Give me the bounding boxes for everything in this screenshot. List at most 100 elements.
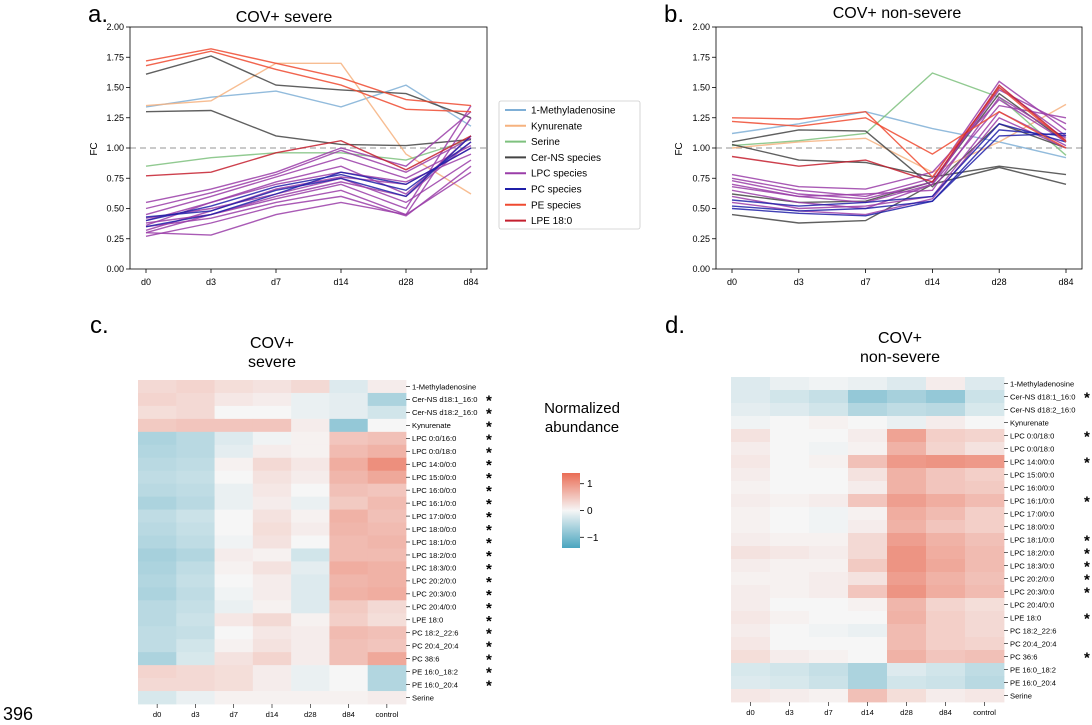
d-significance-star: * — [1084, 572, 1090, 589]
b-xtick-label: d3 — [794, 277, 804, 287]
a-series-line — [145, 117, 472, 236]
colorbar: Normalized abundance 1 0 −1 — [544, 400, 620, 548]
b-series-line — [731, 98, 1067, 190]
d-heatmap-cell — [887, 416, 927, 430]
c-heatmap-cell — [214, 522, 254, 536]
d-heatmap-cell — [770, 481, 810, 495]
d-heatmap-cell — [887, 650, 927, 664]
c-heatmap-cell — [291, 522, 330, 536]
c-significance-star: * — [486, 639, 492, 656]
d-heatmap-cell — [848, 442, 888, 456]
d-col-label: d3 — [785, 708, 793, 717]
c-row-label: Kynurenate — [412, 421, 451, 430]
c-heatmap-cell — [176, 496, 215, 510]
b-series-line — [731, 84, 1067, 183]
c-significance-star: * — [486, 548, 492, 565]
panel-a-line-chart: a. COV+ severe FC 0.00 0.25 0.50 0.75 1.00 1.… — [88, 1, 488, 287]
c-heatmap-cell — [291, 691, 330, 705]
d-heatmap-cell — [887, 572, 927, 586]
d-heatmap-cell — [731, 624, 771, 638]
d-heatmap-cell — [809, 598, 849, 612]
d-heatmap-cell — [731, 377, 771, 391]
c-row-label: LPC 20:2/0:0 — [412, 577, 456, 586]
c-heatmap-cell — [214, 639, 254, 653]
a-ytick-label: 0.75 — [106, 173, 124, 183]
c-heatmap-cell — [329, 600, 369, 614]
c-heatmap-cell — [329, 613, 369, 627]
colorbar-tick-label: 0 — [587, 506, 593, 517]
d-heatmap-cell — [731, 689, 771, 703]
d-heatmap-cell — [965, 442, 1005, 456]
c-heatmap-cell — [329, 574, 369, 588]
c-heatmap-cell — [329, 678, 369, 692]
d-heatmap-cell — [770, 624, 810, 638]
c-row-label: LPC 18:3/0:0 — [412, 564, 456, 573]
c-heatmap-cell — [214, 405, 254, 420]
c-heatmap-cell — [291, 470, 330, 485]
c-heatmap-cell — [329, 444, 369, 459]
c-heatmap-cell — [291, 548, 330, 562]
d-heatmap-cell — [926, 533, 966, 547]
c-heatmap-cell — [176, 431, 215, 446]
d-heatmap-cell — [965, 559, 1005, 573]
d-heatmap-cell — [926, 468, 966, 482]
d-heatmap-cell — [965, 650, 1005, 664]
d-heatmap-cell — [926, 494, 966, 508]
d-significance-star: * — [1084, 533, 1090, 550]
c-heatmap-cell — [176, 548, 215, 562]
d-heatmap-cell — [848, 611, 888, 625]
d-significance-star: * — [1084, 585, 1090, 602]
c-col-label: d84 — [342, 710, 355, 719]
c-heatmap-cell — [329, 665, 369, 679]
d-row-label: LPC 0:0/18:0 — [1010, 444, 1054, 453]
c-heatmap-cell — [291, 600, 330, 614]
c-heatmap-cell — [252, 380, 292, 394]
c-row-label: LPC 0:0/16:0 — [412, 434, 456, 443]
d-heatmap-cell — [887, 468, 927, 482]
c-heatmap-cell — [291, 392, 330, 407]
d-heatmap-cell — [965, 533, 1005, 547]
c-heatmap-cell — [138, 665, 177, 679]
page-number: 396 — [3, 704, 33, 724]
c-heatmap-cell — [367, 418, 407, 433]
colorbar-title-line1: Normalized — [544, 400, 620, 417]
d-heatmap-cell — [809, 676, 849, 690]
d-heatmap-cell — [926, 572, 966, 586]
b-series-line — [731, 86, 1067, 179]
c-heatmap-cell — [367, 678, 407, 692]
panel-d-title-line2: non-severe — [860, 349, 940, 366]
c-col-label: control — [375, 710, 398, 719]
c-heatmap-cell — [138, 470, 177, 485]
c-row-label: LPC 18:1/0:0 — [412, 538, 456, 547]
c-heatmap-cell — [138, 678, 177, 692]
a-xtick-label: d3 — [206, 277, 216, 287]
c-heatmap-cell — [138, 600, 177, 614]
colorbar-title-line2: abundance — [545, 419, 619, 436]
a-xtick-label: d28 — [398, 277, 413, 287]
d-row-label: LPC 20:3/0:0 — [1010, 587, 1054, 596]
a-series-line — [145, 55, 472, 119]
d-heatmap-cell — [770, 429, 810, 443]
c-heatmap-cell — [367, 380, 407, 394]
c-heatmap-cell — [138, 587, 177, 601]
d-heatmap-cell — [731, 468, 771, 482]
d-heatmap-cell — [770, 663, 810, 677]
b-ytick-label: 2.00 — [692, 22, 710, 32]
c-heatmap-cell — [252, 665, 292, 679]
d-heatmap-cell — [887, 533, 927, 547]
d-heatmap-cell — [965, 637, 1005, 651]
d-heatmap-cell — [809, 455, 849, 469]
b-series-line — [731, 129, 1067, 212]
d-col-label: d7 — [824, 708, 832, 717]
c-col-label: d0 — [153, 710, 161, 719]
a-series-line — [145, 111, 472, 204]
c-heatmap-cell — [252, 470, 292, 485]
c-heatmap-cell — [329, 380, 369, 394]
d-heatmap-cell — [926, 650, 966, 664]
a-ytick-label: 1.50 — [106, 83, 124, 93]
d-heatmap-cell — [965, 377, 1005, 391]
c-heatmap-cell — [138, 548, 177, 562]
b-series-line — [731, 122, 1067, 188]
c-heatmap-cell — [367, 691, 407, 705]
d-heatmap-cell — [770, 585, 810, 599]
